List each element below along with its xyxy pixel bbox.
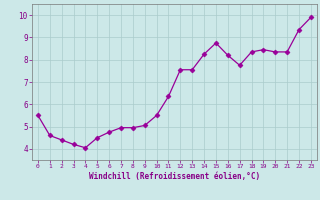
X-axis label: Windchill (Refroidissement éolien,°C): Windchill (Refroidissement éolien,°C) (89, 172, 260, 181)
